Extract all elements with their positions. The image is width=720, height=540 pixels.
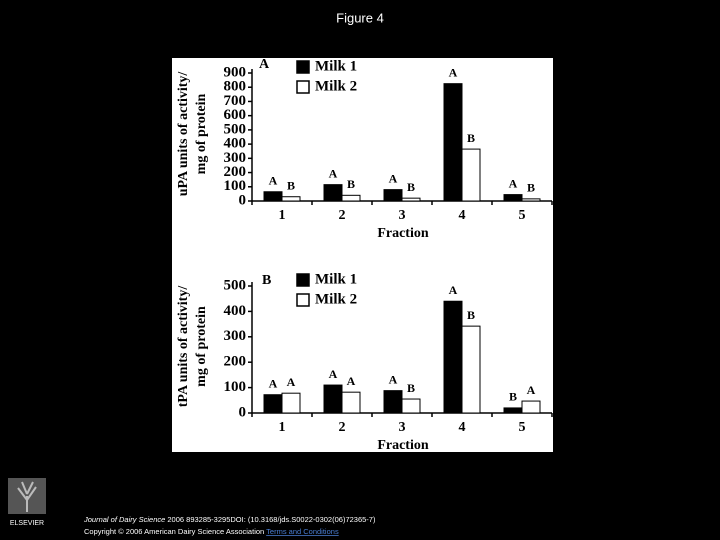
y-tick-label: 200	[224, 354, 247, 370]
y-tick-label: 100	[224, 178, 247, 194]
x-tick-label: 3	[399, 208, 406, 223]
y-tick-label: 900	[224, 64, 247, 80]
x-tick-label: 5	[519, 420, 526, 435]
panel-label: B	[262, 273, 271, 288]
y-tick-label: 300	[224, 150, 247, 166]
bar	[461, 148, 481, 202]
citation: 2006 893285-3295DOI: (10.3168/jds.S0022-…	[167, 515, 376, 524]
copyright: Copyright © 2006 American Dairy Science …	[84, 527, 264, 536]
slide-title: Figure 4	[336, 10, 384, 25]
significance-letter: A	[347, 374, 356, 388]
bar	[323, 384, 343, 414]
significance-letter: B	[407, 180, 415, 194]
legend-swatch	[296, 293, 310, 307]
significance-letter: A	[449, 283, 458, 297]
significance-letter: A	[269, 376, 278, 390]
bar	[341, 194, 361, 202]
bar	[383, 189, 403, 202]
x-tick-label: 4	[459, 420, 466, 435]
y-axis-label: mg of protein	[194, 306, 209, 387]
footer-citation: Journal of Dairy Science 2006 893285-329…	[83, 515, 376, 524]
legend-label: Milk 1	[315, 271, 357, 287]
x-tick-label: 5	[519, 208, 526, 223]
significance-letter: B	[287, 178, 295, 192]
y-tick-label: 200	[224, 164, 247, 180]
bar	[281, 196, 301, 202]
y-tick-label: 800	[224, 79, 247, 95]
legend-label: Milk 2	[315, 291, 357, 307]
y-tick-label: 0	[239, 192, 247, 208]
y-tick-label: 600	[224, 107, 247, 123]
x-tick-label: 1	[279, 420, 286, 435]
bar	[443, 83, 463, 202]
bar	[281, 392, 301, 414]
bar	[503, 407, 523, 414]
legend-swatch	[296, 80, 310, 94]
y-axis-label: tPA units of activity/	[176, 285, 191, 408]
y-tick-label: 100	[224, 379, 247, 395]
bar	[323, 184, 343, 202]
y-tick-label: 300	[224, 328, 247, 344]
legend-swatch	[296, 60, 310, 74]
y-tick-label: 400	[224, 136, 247, 152]
bar	[521, 198, 541, 202]
elsevier-logo: ELSEVIER	[8, 478, 46, 527]
x-tick-label: 4	[459, 208, 466, 223]
significance-letter: B	[467, 131, 475, 145]
bar	[383, 390, 403, 414]
footer-copyright: Copyright © 2006 American Dairy Science …	[84, 527, 339, 536]
significance-letter: B	[527, 181, 535, 195]
legend-label: Milk 1	[315, 58, 357, 74]
significance-letter: A	[329, 166, 338, 180]
x-tick-label: 2	[339, 420, 346, 435]
bar	[503, 194, 523, 202]
significance-letter: B	[509, 390, 517, 404]
bar	[401, 197, 421, 202]
significance-letter: B	[347, 177, 355, 191]
significance-letter: B	[467, 308, 475, 322]
panel-label: A	[259, 57, 270, 72]
y-axis-label: mg of protein	[194, 93, 209, 174]
y-tick-label: 500	[224, 121, 247, 137]
y-tick-label: 700	[224, 93, 247, 109]
bar	[341, 391, 361, 414]
x-axis-label: Fraction	[377, 226, 429, 241]
bar	[521, 400, 541, 414]
x-axis-label: Fraction	[377, 438, 429, 453]
x-tick-label: 1	[279, 208, 286, 223]
y-tick-label: 0	[239, 404, 247, 420]
y-axis-label: uPA units of activity/	[176, 71, 191, 197]
significance-letter: A	[287, 375, 296, 389]
bar	[401, 398, 421, 414]
significance-letter: A	[509, 176, 518, 190]
y-tick-label: 500	[224, 277, 247, 293]
journal: Journal of Dairy Science	[83, 515, 165, 524]
figure-panel	[172, 58, 553, 452]
significance-letter: A	[449, 65, 458, 79]
terms-link[interactable]: Terms and Conditions	[266, 527, 339, 536]
significance-letter: A	[389, 372, 398, 386]
bar	[461, 325, 481, 414]
bar	[263, 394, 283, 414]
significance-letter: A	[527, 383, 536, 397]
y-tick-label: 400	[224, 303, 247, 319]
x-tick-label: 2	[339, 208, 346, 223]
logo-text: ELSEVIER	[10, 520, 44, 527]
x-tick-label: 3	[399, 420, 406, 435]
significance-letter: B	[407, 381, 415, 395]
bar	[263, 191, 283, 202]
significance-letter: A	[329, 367, 338, 381]
significance-letter: A	[269, 174, 278, 188]
legend-label: Milk 2	[315, 78, 357, 94]
bar	[443, 300, 463, 414]
legend-swatch	[296, 273, 310, 287]
significance-letter: A	[389, 171, 398, 185]
